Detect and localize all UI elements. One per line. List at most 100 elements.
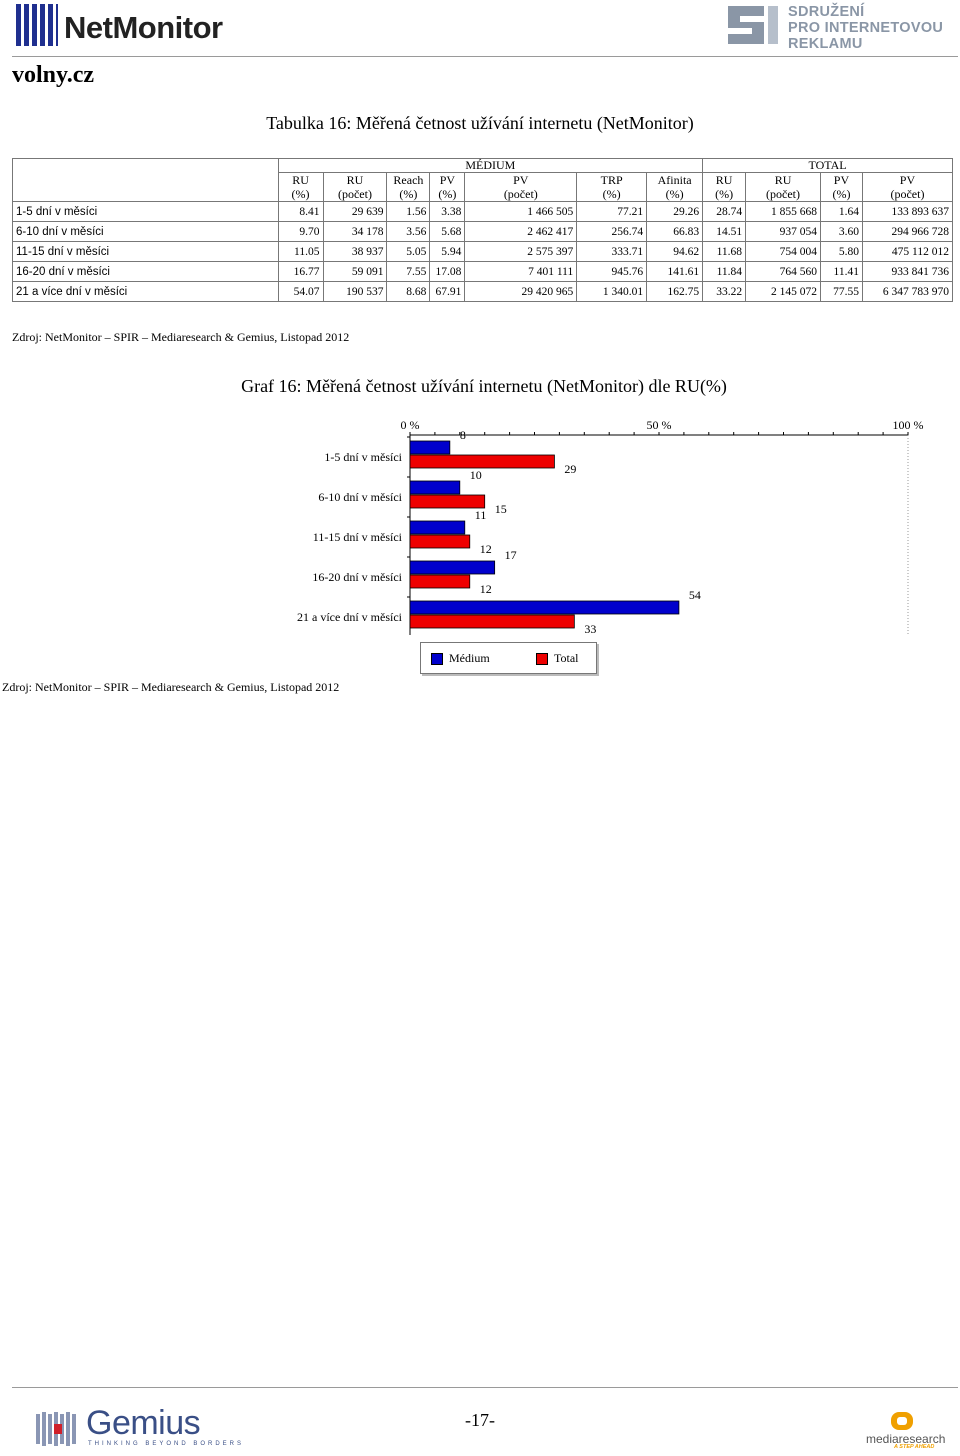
legend-medium-label: Médium [449,651,490,665]
table-cell: 17.08 [429,261,466,282]
table-cell: 141.61 [646,261,704,282]
bar-total [409,574,471,589]
table-title: Tabulka 16: Měřená četnost užívání inter… [266,113,694,133]
column-header-unit: (%) [665,187,684,201]
table-cell: 1.64 [819,201,863,222]
table-cell: 59 091 [322,261,388,282]
category-label: 6-10 dní v měsíci [318,490,402,504]
row-label: 21 a více dní v měsíci [12,281,279,302]
table-cell: 54.07 [277,281,324,302]
table-cell: 6 347 783 970 [861,281,954,302]
bar-medium [409,600,680,615]
table-source-note: Zdroj: NetMonitor – SPIR – Mediaresearch… [12,330,350,344]
netmonitor-logo-mark [16,4,58,46]
column-header: TRP (%) [576,172,648,202]
data-label: 17 [505,548,517,562]
table-cell: 475 112 012 [861,241,954,262]
table-cell: 945.76 [576,261,648,282]
column-header: RU (počet) [322,172,388,202]
table-cell: 1 855 668 [745,201,821,222]
mediaresearch-tagline: A STEP AHEAD [894,1444,935,1450]
table-cell: 11.41 [819,261,863,282]
table-cell: 11.05 [277,241,324,262]
table-cell: 2 145 072 [745,281,821,302]
category-label: 21 a více dní v měsíci [297,610,403,624]
column-header-unit: (počet) [337,187,372,201]
table-row: 16-20 dní v měsíci 16.77 59 091 7.55 17.08 7 … [12,261,954,282]
category-label: 1-5 dní v měsíci [324,450,402,464]
table-cell: 38 937 [322,241,388,262]
table-cell: 5.94 [429,241,466,262]
table-cell: 8.68 [386,281,431,302]
data-label: 12 [480,542,492,556]
table-cell: 294 966 728 [861,221,954,242]
column-header: PV (počet) [861,172,954,202]
table-cell: 28.74 [702,201,747,222]
bar-medium [409,520,466,535]
column-header-name: RU [774,173,792,187]
table-cell: 11.84 [702,261,747,282]
table-body: 1-5 dní v měsíci 8.41 29 639 1.56 3.38 1 466 … [12,201,954,302]
x-tick-label: 0 % [401,418,420,432]
column-header-unit: (%) [438,187,457,201]
table-cell: 2 462 417 [464,221,578,242]
table-cell: 34 178 [322,221,388,242]
table-cell: 937 054 [745,221,821,242]
column-header-name: PV [513,173,529,187]
column-header: PV (počet) [464,172,578,202]
bar-medium [409,440,451,455]
bar-chart: 0 % 50 % 100 % 1-5 dní v měsíci 8 29 6-10 dní … [297,418,923,636]
table-cell: 7.55 [386,261,431,282]
column-header-unit: (%) [602,187,621,201]
x-tick-label: 50 % [647,418,672,432]
table-cell: 7 401 111 [464,261,578,282]
table-cell: 94.62 [646,241,704,262]
table-cell: 133 893 637 [861,201,954,222]
table-cell: 5.68 [429,221,466,242]
column-header-unit: (%) [715,187,734,201]
table-cell: 14.51 [702,221,747,242]
column-header: PV (%) [819,172,863,202]
spir-logo-icon [728,6,778,44]
bar-total [409,454,555,469]
column-header-name: Reach [393,173,424,187]
column-header-name: PV [833,173,850,187]
column-header-name: Afinita [657,173,692,187]
data-table: MÉDIUM TOTAL RU (%) RU (počet) Reach (%) PV (%)… [12,158,954,302]
table-cell: 190 537 [322,281,388,302]
column-header-name: RU [346,173,364,187]
table-cell: 933 841 736 [861,261,954,282]
column-header-unit: (%) [291,187,310,201]
mediaresearch-logo-text: mediaresearch [866,1432,946,1446]
bar-total [409,494,486,509]
page-number: -17- [465,1410,495,1430]
column-header-unit: (počet) [890,187,925,201]
table-cell: 33.22 [702,281,747,302]
column-header-name: TRP [600,173,623,187]
bar-total [409,534,471,549]
table-cell: 29 420 965 [464,281,578,302]
bar-medium [409,560,496,575]
chart-legend: Médium Total [420,642,597,674]
data-label: 54 [689,588,701,602]
table-cell: 764 560 [745,261,821,282]
spir-line-1: SDRUŽENÍ [788,4,865,20]
column-header: RU (%) [702,172,747,202]
table-group-header-row: MÉDIUM TOTAL [12,158,953,173]
table-cell: 3.56 [386,221,431,242]
table-cell: 2 575 397 [464,241,578,262]
group-medium-header: MÉDIUM [277,158,704,173]
bar-medium [409,480,461,495]
category-label: 16-20 dní v měsíci [312,570,402,584]
table-cell: 9.70 [277,221,324,242]
table-cell: 3.60 [819,221,863,242]
column-header: Afinita (%) [646,172,704,202]
data-label: 33 [584,622,596,636]
data-label: 10 [470,468,482,482]
column-header: Reach (%) [386,172,431,202]
table-cell: 333.71 [576,241,648,262]
table-row: 6-10 dní v měsíci 9.70 34 178 3.56 5.68 2 462… [12,221,954,242]
data-label: 29 [564,462,576,476]
column-header-unit: (%) [399,187,418,201]
table-row: 1-5 dní v měsíci 8.41 29 639 1.56 3.38 1 466 … [12,201,954,222]
